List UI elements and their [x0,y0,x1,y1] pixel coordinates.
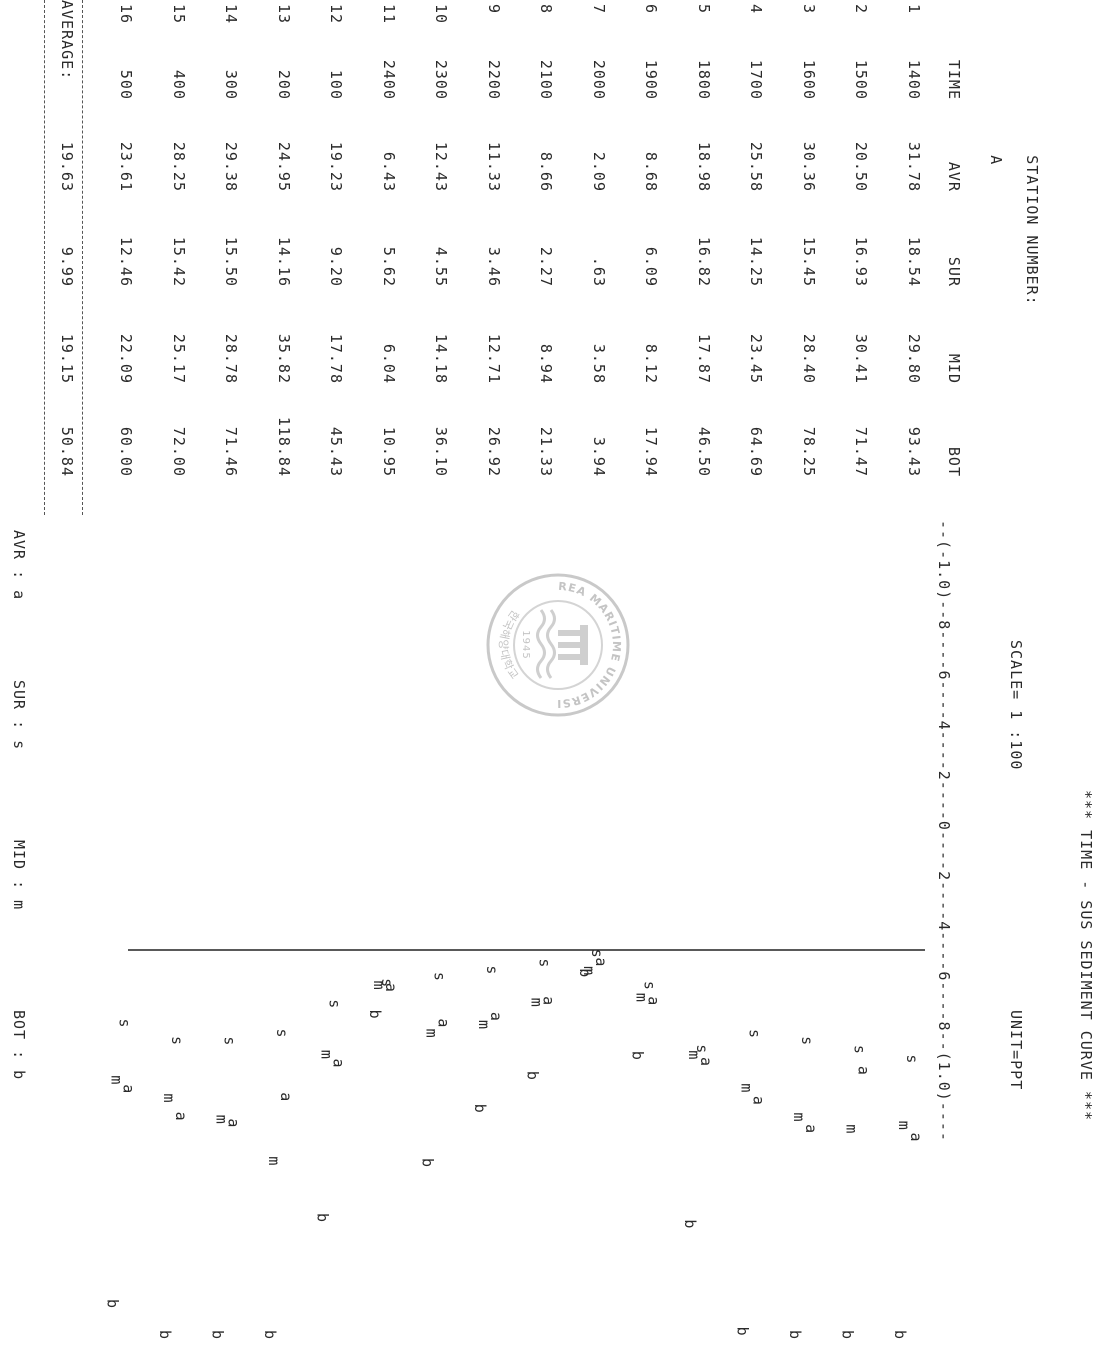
legend-bot: BOT : b [10,1010,28,1081]
point-s: s [903,1054,921,1064]
point-m: m [580,966,598,976]
point-m: m [633,993,651,1003]
point-b: b [681,1219,699,1229]
point-a: a [907,1132,925,1142]
point-s: s [746,1029,764,1039]
point-a: a [697,1057,715,1067]
point-m: m [318,1050,336,1060]
point-s: s [221,1036,239,1046]
point-m: m [685,1050,703,1060]
point-s: s [273,1029,291,1039]
point-s: s [798,1036,816,1046]
university-seal-watermark: KOREA MARITIME UNIVERSITY 한국해양대학교 1945 [486,570,633,717]
point-b: b [471,1104,489,1114]
point-m: m [738,1083,756,1093]
point-b: b [839,1330,857,1340]
point-b: b [576,968,594,978]
point-a: a [330,1058,348,1068]
point-a: a [802,1124,820,1134]
point-b: b [366,1010,384,1020]
point-a: a [487,1012,505,1022]
point-b: b [734,1327,752,1337]
seal-emblem-pillar [558,630,580,636]
point-a: a [120,1084,138,1094]
point-b: b [156,1330,174,1340]
point-b: b [104,1299,122,1309]
point-s: s [168,1036,186,1046]
point-m: m [475,1020,493,1030]
point-b: b [419,1158,437,1168]
legend-mid: MID : m [10,840,28,911]
seal-wave [546,609,556,679]
point-a: a [540,996,558,1006]
point-s: s [378,978,396,988]
point-b: b [261,1330,279,1340]
point-s: s [588,949,606,959]
seal-text-bottom: 한국해양대학교 [497,607,522,682]
point-b: b [209,1330,227,1340]
point-a: a [592,957,610,967]
point-m: m [160,1093,178,1103]
legend-avr: AVR : a [10,530,28,601]
point-m: m [370,981,388,991]
point-m: m [843,1124,861,1134]
seal-emblem-pillar [558,654,580,660]
point-m: m [790,1113,808,1123]
seal-year: 1945 [520,630,531,659]
point-b: b [314,1213,332,1223]
point-m: m [108,1075,126,1085]
point-a: a [435,1018,453,1028]
point-a: a [382,983,400,993]
point-s: s [536,958,554,968]
point-m: m [423,1029,441,1039]
point-s: s [483,965,501,975]
point-m: m [528,998,546,1008]
svg-text:한국해양대학교: 한국해양대학교 [497,607,522,682]
svg-text:KOREA MARITIME UNIVERSITY: KOREA MARITIME UNIVERSITY [556,570,633,710]
point-b: b [786,1330,804,1340]
seal-emblem-pillar [558,642,580,648]
legend-sur: SUR : s [10,680,28,751]
point-a: a [277,1092,295,1102]
point-s: s [116,1018,134,1028]
point-a: a [172,1112,190,1122]
point-m: m [265,1156,283,1166]
point-s: s [641,981,659,991]
point-m: m [213,1115,231,1125]
point-s: s [431,972,449,982]
point-b: b [891,1330,909,1340]
point-a: a [750,1096,768,1106]
point-m: m [895,1121,913,1131]
point-b: b [524,1071,542,1081]
point-s: s [326,999,344,1009]
seal-wave [536,609,546,679]
seal-text-top: KOREA MARITIME UNIVERSITY [556,570,633,710]
seal-emblem-bar [580,625,588,665]
point-s: s [693,1044,711,1054]
point-a: a [855,1066,873,1076]
point-b: b [629,1051,647,1061]
point-s: s [851,1045,869,1055]
point-a: a [225,1118,243,1128]
point-a: a [645,996,663,1006]
